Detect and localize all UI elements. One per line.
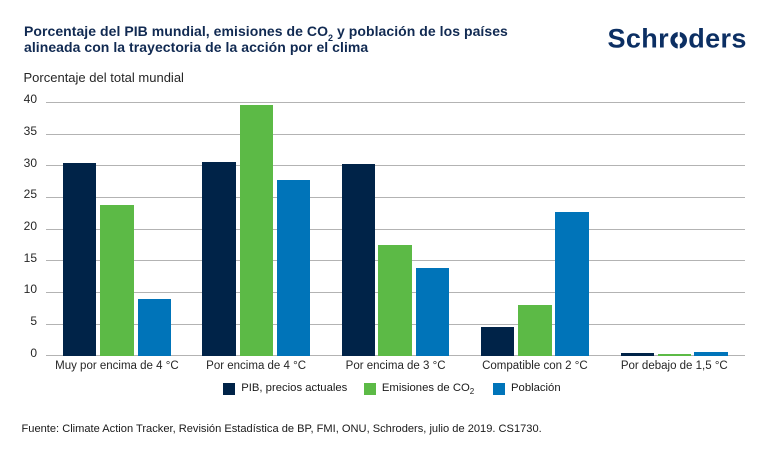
svg-text:Schr: Schr	[608, 24, 670, 54]
svg-text:ders: ders	[688, 24, 746, 54]
